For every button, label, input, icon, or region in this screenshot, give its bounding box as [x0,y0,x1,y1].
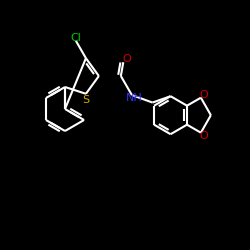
Text: O: O [200,90,208,100]
Text: O: O [122,54,131,64]
Text: NH: NH [126,93,142,103]
Text: O: O [200,131,208,141]
Text: Cl: Cl [70,33,81,43]
Text: S: S [82,95,90,105]
